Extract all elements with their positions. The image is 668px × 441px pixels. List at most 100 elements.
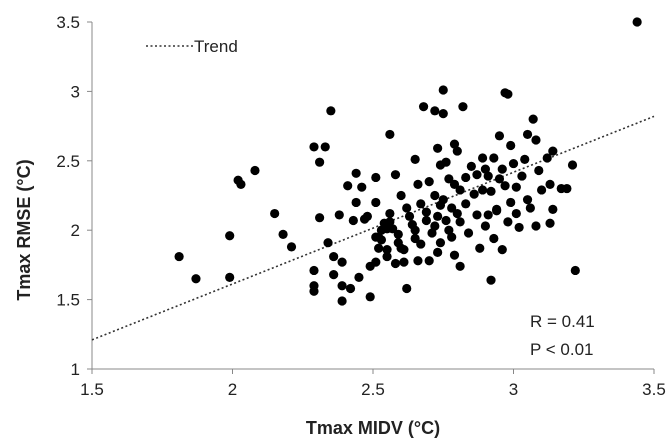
data-point [225, 231, 235, 241]
data-point [329, 251, 339, 262]
data-point [286, 242, 297, 252]
data-point [545, 179, 555, 189]
data-point [444, 225, 454, 235]
x-tick-label: 3 [509, 380, 518, 399]
data-point [388, 224, 398, 234]
trend-line [91, 115, 655, 341]
annotation-p-value: P < 0.01 [530, 340, 594, 359]
data-point [390, 258, 401, 269]
data-point [503, 89, 513, 99]
data-point [334, 210, 344, 220]
data-point [421, 207, 431, 217]
data-point [418, 102, 429, 112]
data-point [236, 179, 246, 189]
data-point [452, 146, 462, 156]
data-point [444, 174, 454, 184]
data-point [506, 197, 516, 208]
data-point [421, 215, 431, 226]
data-point [337, 296, 347, 306]
x-tick-label: 2.5 [361, 380, 385, 399]
data-point [309, 265, 319, 276]
data-point [477, 153, 488, 163]
data-point [497, 164, 507, 174]
legend: Trend [146, 37, 238, 56]
data-point [337, 257, 347, 267]
data-point [528, 114, 538, 124]
data-point [475, 243, 485, 253]
data-point [385, 217, 395, 227]
data-point [548, 204, 558, 214]
data-points [174, 17, 642, 306]
data-point [632, 17, 642, 27]
data-point [430, 190, 440, 201]
x-tick-label: 3.5 [642, 380, 666, 399]
data-point [433, 143, 443, 153]
stats-annotation: R = 0.41 P < 0.01 [530, 312, 595, 359]
data-point [466, 161, 476, 171]
data-point [542, 153, 552, 163]
data-point [486, 275, 496, 285]
data-point [458, 102, 468, 112]
data-point [537, 185, 547, 195]
data-point [250, 165, 260, 176]
data-point [441, 215, 451, 226]
y-axis-title: Tmax RMSE (°C) [14, 159, 34, 300]
data-point [452, 208, 462, 219]
data-point [500, 181, 510, 191]
data-point [472, 170, 482, 180]
data-point [424, 256, 434, 266]
data-point [371, 197, 381, 208]
x-tick-label: 1.5 [80, 380, 104, 399]
data-point [315, 157, 325, 167]
data-point [326, 106, 336, 116]
data-point [413, 179, 423, 189]
data-point [520, 154, 530, 165]
data-point [480, 221, 490, 231]
data-point [402, 203, 412, 213]
y-axis-ticks: 1 1.5 2 2.5 3 3.5 [56, 13, 92, 379]
data-point [508, 158, 519, 169]
data-point [447, 203, 457, 213]
data-point [430, 221, 440, 231]
data-point [438, 109, 448, 119]
data-point [531, 221, 541, 231]
data-point [351, 197, 361, 208]
data-point [477, 185, 488, 195]
data-point [455, 185, 465, 195]
y-tick-label: 2 [71, 221, 80, 240]
data-point [191, 274, 201, 284]
data-point [416, 199, 426, 209]
data-point [309, 142, 319, 152]
data-point [548, 146, 558, 156]
data-point [371, 257, 381, 267]
data-point [522, 129, 533, 140]
data-point [278, 229, 288, 239]
data-point [455, 217, 465, 227]
data-point [430, 106, 440, 116]
annotation-r-value: R = 0.41 [530, 312, 595, 331]
data-point [357, 182, 367, 192]
data-point [382, 251, 392, 262]
data-point [410, 233, 420, 244]
y-tick-label: 3.5 [56, 13, 80, 32]
data-point [424, 177, 434, 187]
data-point [365, 292, 375, 302]
data-point [410, 225, 420, 235]
data-point [514, 222, 524, 233]
data-point [447, 232, 457, 242]
data-point [433, 211, 443, 221]
data-point [433, 247, 443, 258]
data-point [522, 195, 533, 205]
data-point [413, 256, 423, 266]
data-point [438, 85, 448, 95]
data-point [483, 210, 493, 220]
data-point [427, 228, 437, 238]
data-point [396, 190, 406, 201]
data-point [455, 261, 465, 271]
data-point [486, 186, 496, 196]
data-point [374, 243, 384, 253]
data-point [174, 251, 184, 262]
data-point [480, 164, 490, 174]
data-point [376, 235, 387, 245]
